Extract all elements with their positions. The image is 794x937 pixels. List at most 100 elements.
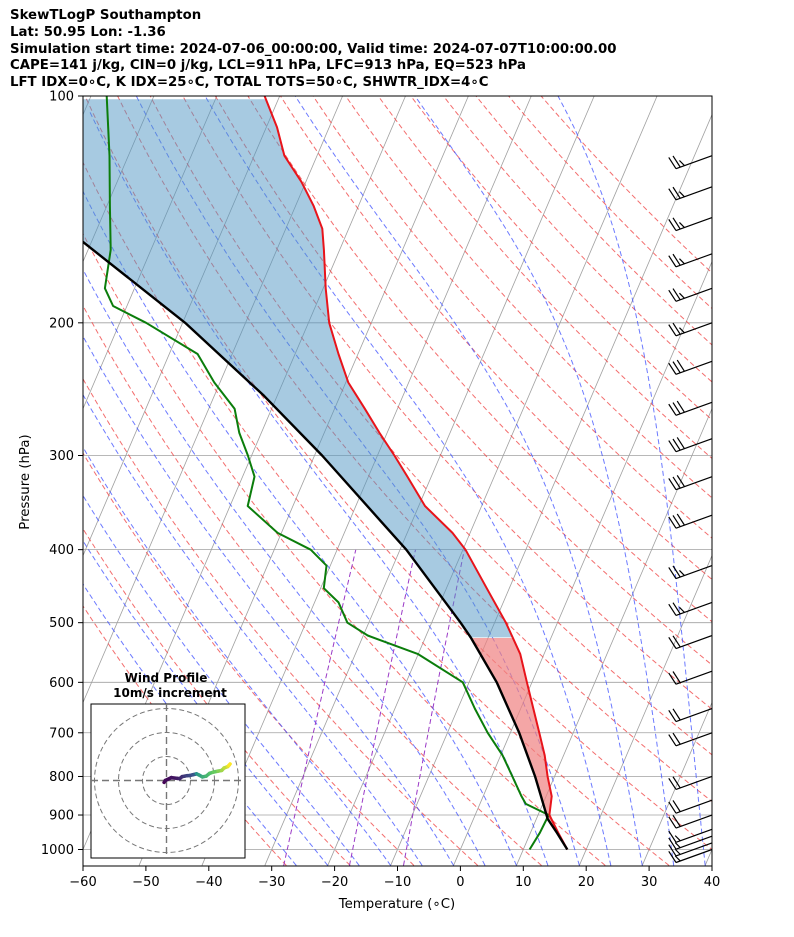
wind-barb bbox=[668, 513, 713, 529]
dry-adiabat-line bbox=[83, 161, 670, 866]
dry-adiabat-line bbox=[540, 96, 712, 274]
moist-adiabat-line bbox=[89, 111, 549, 866]
x-tick-label: −10 bbox=[384, 875, 411, 890]
y-tick-label: 300 bbox=[49, 449, 74, 464]
y-tick-label: 100 bbox=[49, 90, 74, 105]
dry-adiabat-line bbox=[83, 377, 479, 866]
dry-adiabat-line bbox=[83, 304, 542, 866]
moist-adiabat-line bbox=[83, 268, 486, 866]
wind-barb bbox=[668, 475, 713, 491]
isotherm-line bbox=[83, 96, 92, 116]
wind-barb bbox=[668, 799, 713, 814]
wind-barb bbox=[668, 775, 713, 791]
wind-barb bbox=[668, 707, 713, 723]
y-tick-label: 900 bbox=[49, 809, 74, 824]
x-tick-label: 20 bbox=[578, 875, 595, 890]
moist-adiabat-line bbox=[83, 494, 360, 866]
x-tick-label: 10 bbox=[515, 875, 532, 890]
wind-barb bbox=[668, 842, 713, 857]
x-tick-label: 30 bbox=[641, 875, 658, 890]
moist-adiabat-line bbox=[204, 96, 612, 866]
moist-adiabat-line bbox=[83, 335, 455, 866]
x-tick-label: 0 bbox=[456, 875, 464, 890]
moist-adiabat-line bbox=[294, 96, 643, 866]
wind-barb bbox=[668, 359, 713, 375]
wind-barb bbox=[668, 565, 713, 580]
moist-adiabat-line bbox=[83, 446, 392, 866]
wind-barb bbox=[668, 400, 713, 416]
title-station: SkewTLogP Southampton bbox=[10, 8, 202, 23]
dry-adiabat-line bbox=[182, 96, 712, 710]
wind-barb bbox=[668, 634, 713, 650]
wind-barb bbox=[668, 155, 713, 170]
mixing-ratio-line bbox=[349, 549, 416, 866]
title-times: Simulation start time: 2024-07-06_00:00:… bbox=[10, 41, 617, 57]
y-tick-label: 400 bbox=[49, 543, 74, 558]
temperature-line bbox=[263, 96, 569, 850]
hodograph-subtitle: 10m/s increment bbox=[113, 686, 227, 700]
wind-barb bbox=[668, 835, 713, 850]
isotherm-line bbox=[768, 96, 794, 865]
dry-adiabat-line bbox=[83, 452, 415, 866]
isotherm-line bbox=[390, 113, 712, 866]
y-tick-label: 700 bbox=[49, 726, 74, 741]
y-axis-title: Pressure (hPa) bbox=[18, 434, 33, 529]
title-index-summary: LFT IDX=0∘C, K IDX=25∘C, TOTAL TOTS=50∘C… bbox=[10, 75, 489, 91]
dry-adiabat-line bbox=[214, 96, 712, 666]
title-cape-summary: CAPE=141 j/kg, CIN=0 j/kg, LCL=911 hPa, … bbox=[10, 58, 527, 74]
isotherm-line bbox=[516, 407, 712, 866]
wind-barb bbox=[668, 601, 713, 616]
y-tick-label: 800 bbox=[49, 770, 74, 785]
cape-fill bbox=[471, 638, 568, 850]
wind-barb bbox=[668, 437, 713, 453]
y-tick-label: 600 bbox=[49, 676, 74, 691]
cin-fill bbox=[83, 99, 513, 638]
wind-barb bbox=[668, 814, 713, 829]
wind-barb bbox=[668, 322, 713, 337]
x-tick-label: −40 bbox=[195, 875, 222, 890]
isotherm-line bbox=[453, 260, 712, 866]
dry-adiabat-line bbox=[410, 96, 712, 421]
moist-adiabat-line bbox=[83, 190, 517, 866]
x-axis-title: Temperature (∘C) bbox=[338, 897, 455, 912]
chart-title-block: SkewTLogP Southampton Lat: 50.95 Lon: -1… bbox=[10, 8, 617, 92]
isotherm-line bbox=[641, 701, 712, 866]
moist-adiabat-line bbox=[414, 96, 675, 866]
y-tick-label: 200 bbox=[49, 316, 74, 331]
wind-barbs bbox=[668, 155, 713, 864]
isotherm-line bbox=[578, 554, 712, 866]
dry-adiabat-line bbox=[345, 96, 712, 499]
x-tick-label: −50 bbox=[132, 875, 159, 890]
parcel-line bbox=[83, 240, 569, 851]
hodograph-segment bbox=[227, 762, 232, 768]
wind-barb bbox=[668, 287, 713, 302]
dewpoint-line bbox=[103, 96, 550, 851]
wind-barb bbox=[668, 670, 713, 685]
background-lines bbox=[83, 96, 794, 866]
isotherm-line bbox=[264, 96, 595, 866]
dry-adiabat-line bbox=[280, 96, 712, 581]
wind-barb bbox=[668, 186, 713, 201]
y-tick-label: 500 bbox=[49, 616, 74, 631]
dry-adiabat-line bbox=[83, 527, 351, 866]
moist-adiabat-line bbox=[83, 539, 329, 866]
dry-adiabat-line bbox=[475, 96, 712, 346]
hodograph-title: Wind Profile bbox=[125, 671, 208, 685]
hodograph-inset: Wind Profile 10m/s increment bbox=[90, 671, 246, 859]
dry-adiabat-line bbox=[247, 96, 712, 623]
profile-series bbox=[83, 96, 569, 851]
y-tick-label: 1000 bbox=[41, 843, 74, 858]
hodograph-plot bbox=[91, 704, 245, 858]
x-tick-label: −30 bbox=[258, 875, 285, 890]
x-tick-label: −60 bbox=[69, 875, 96, 890]
moist-adiabat-line bbox=[83, 393, 423, 866]
x-tick-label: −20 bbox=[321, 875, 348, 890]
mixing-ratio-line bbox=[403, 549, 465, 866]
dry-adiabat-line bbox=[443, 96, 712, 383]
mixing-ratio-line bbox=[283, 549, 357, 866]
axis-ticks: −60 −50 −40 −30 −20 −10 0 10 20 30 40 1000 900 800 700… bbox=[41, 90, 720, 891]
wind-barb bbox=[668, 732, 713, 747]
wind-barb bbox=[668, 253, 713, 268]
wind-barb bbox=[668, 828, 713, 843]
